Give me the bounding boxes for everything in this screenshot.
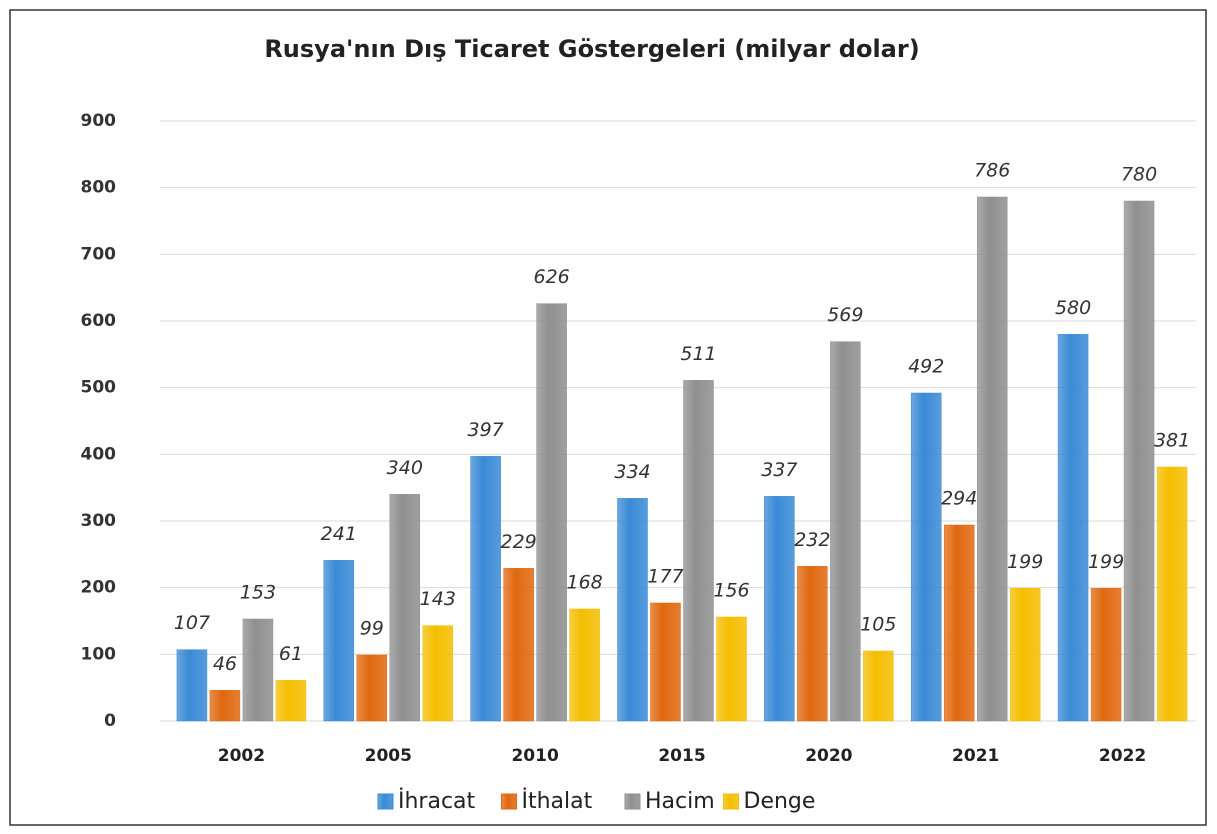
bar [389,494,421,722]
value-label: 107 [174,612,210,634]
y-tick-label: 900 [81,111,117,131]
value-label: 780 [1121,164,1157,186]
value-label: 143 [420,588,456,610]
value-label: 294 [941,488,977,510]
bar [1156,466,1188,722]
value-label: 61 [279,643,303,665]
bar [764,496,795,722]
value-label: 153 [240,582,276,604]
y-tick-label: 600 [81,311,117,331]
x-tick-label: 2005 [365,746,412,766]
legend-swatch [377,793,394,810]
value-label: 199 [1007,551,1043,573]
bar [176,649,208,722]
bar [683,380,714,722]
x-tick-label: 2020 [805,746,852,766]
legend-swatch [723,793,739,810]
y-tick-label: 100 [81,644,117,664]
y-tick-label: 700 [81,244,117,264]
value-label: 511 [680,343,716,365]
x-tick-label: 2022 [1099,746,1146,766]
value-label: 569 [827,304,863,326]
bar [569,608,600,722]
bar [650,602,681,722]
bar [617,498,648,722]
value-label: 199 [1088,551,1124,573]
value-label: 626 [534,266,570,288]
bar [422,625,454,722]
bar [1090,588,1122,722]
value-label: 177 [647,566,683,588]
legend-label: Denge [744,789,816,814]
bar [356,654,388,722]
value-label: 397 [468,419,504,441]
y-tick-label: 400 [81,444,117,464]
bar [910,392,942,722]
bar [275,680,307,722]
legend-swatch [624,793,641,810]
legend-swatch [501,793,517,810]
y-tick-label: 300 [81,511,117,531]
bar [716,616,747,722]
value-label: 99 [360,618,384,640]
value-label: 241 [321,523,357,545]
bar [943,524,975,722]
chart-title: Rusya'nın Dış Ticaret Göstergeleri (mily… [264,35,919,63]
x-tick-label: 2002 [218,746,265,766]
value-label: 334 [614,461,650,483]
bar [536,303,567,722]
bar [323,560,355,722]
value-label: 786 [974,160,1010,182]
x-tick-label: 2010 [511,746,558,766]
bar [797,566,828,722]
value-label: 229 [501,531,537,553]
value-label: 340 [387,457,423,479]
bar [830,341,861,722]
value-label: 168 [567,572,603,594]
value-label: 492 [908,356,944,378]
y-tick-label: 500 [81,378,117,398]
bar [1009,588,1041,722]
bar [470,456,501,722]
bar [863,650,894,722]
bar [1057,334,1089,722]
value-label: 105 [860,614,896,636]
y-tick-label: 800 [81,178,117,198]
bar [1123,200,1155,722]
bar [242,618,274,722]
x-tick-label: 2015 [658,746,705,766]
legend-label: Hacim [645,789,715,814]
bar [209,690,241,722]
bar [976,196,1008,722]
value-label: 580 [1055,297,1091,319]
value-label: 337 [761,459,797,481]
bar [503,568,534,722]
value-label: 46 [213,653,237,675]
value-label: 156 [713,580,749,602]
legend-label: İthalat [522,788,593,814]
x-tick-label: 2021 [952,746,999,766]
value-label: 232 [794,529,830,551]
legend-label: İhracat [398,788,476,814]
value-label: 381 [1154,430,1190,452]
y-tick-label: 200 [81,578,117,598]
y-tick-label: 0 [104,711,116,731]
